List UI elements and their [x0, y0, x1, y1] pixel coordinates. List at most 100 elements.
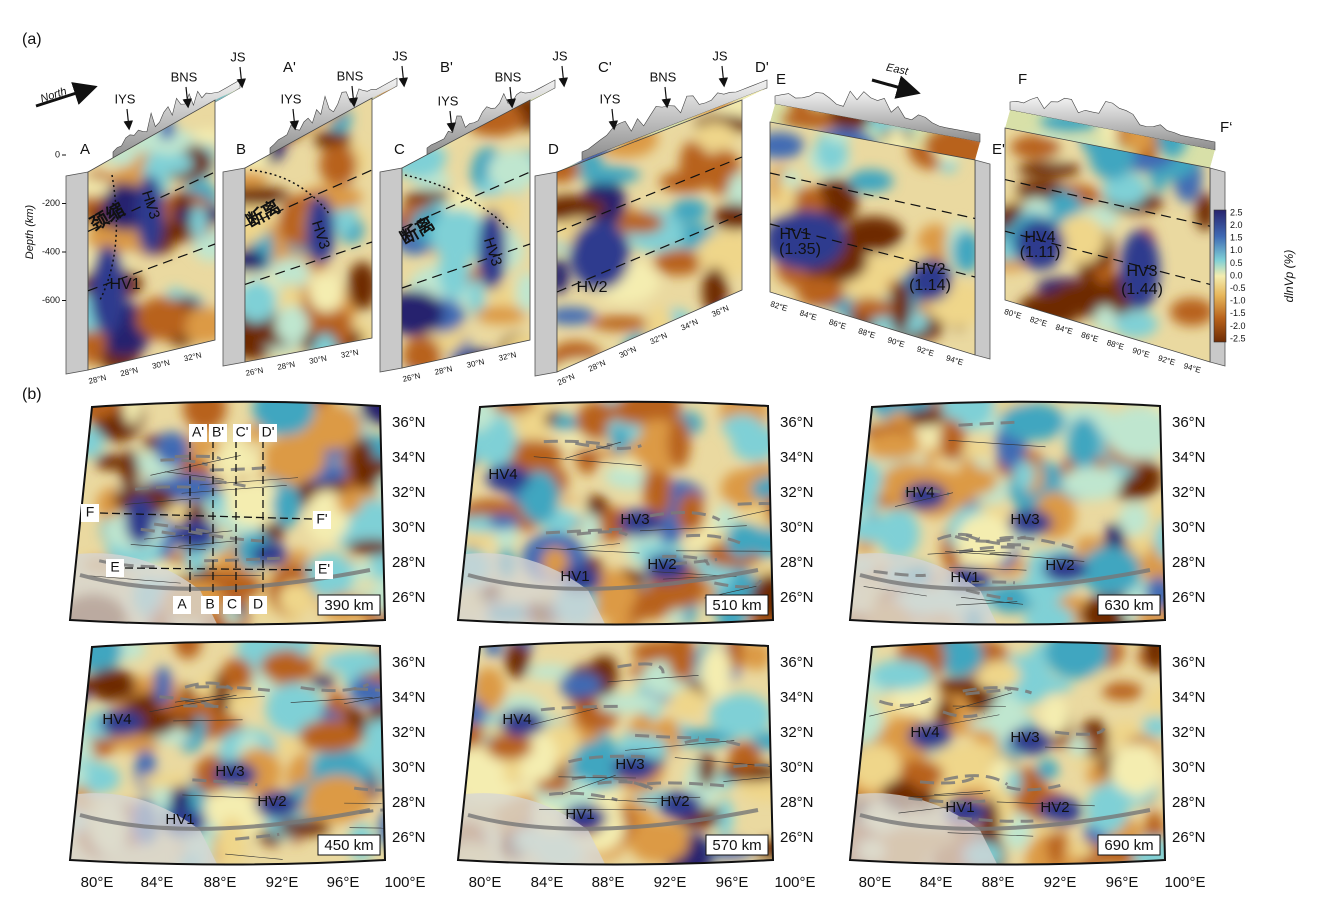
anomaly-blob — [593, 693, 661, 713]
fault-trace — [125, 497, 200, 505]
fault-line — [662, 554, 710, 566]
anomaly-blob — [694, 122, 737, 151]
section-tick-label: 90°E — [1131, 346, 1150, 360]
anomaly-blob — [770, 132, 805, 159]
suture-arrow — [718, 65, 729, 88]
hv-anomaly — [100, 709, 144, 737]
anomaly-blob — [716, 335, 742, 372]
colorbar-tick-label: 2.0 — [1230, 220, 1243, 230]
topography — [774, 90, 981, 143]
fault-line — [908, 796, 989, 804]
anomaly-blob — [430, 208, 488, 262]
fault-line — [943, 774, 1009, 786]
discontinuity-line — [1004, 179, 1211, 227]
anomaly-blob — [1036, 759, 1059, 780]
lon-tick-label: 96°E — [716, 874, 749, 891]
profile-label: D' — [262, 424, 275, 440]
anomaly-blob — [1094, 305, 1117, 333]
anomaly-label: HV1 — [950, 569, 979, 586]
tomography-field — [458, 641, 773, 865]
map-frame — [456, 400, 775, 626]
velocity-anomalies — [458, 641, 773, 865]
anomaly-blob — [402, 290, 444, 336]
fault-line — [646, 781, 727, 788]
discontinuity-line — [87, 171, 216, 232]
lat-tick-label: 26°N — [1172, 829, 1206, 846]
anomaly-label: HV3 — [620, 511, 649, 528]
anomaly-blob — [878, 508, 920, 559]
colorbar-tick-label: 1.5 — [1230, 233, 1243, 243]
anomaly-blob — [667, 417, 691, 469]
colorbar-tick-label: 2.5 — [1230, 207, 1243, 217]
tomography-field — [850, 401, 1165, 625]
anomaly-blob — [1055, 214, 1106, 265]
section-end-label: E' — [992, 141, 1005, 158]
anomaly-blob — [180, 306, 215, 344]
section-start-label: E — [776, 71, 786, 88]
suture-label: JS — [552, 48, 568, 63]
anomaly-blob — [999, 402, 1066, 442]
lat-tick-label: 30°N — [1172, 519, 1206, 536]
fault-line — [543, 439, 613, 447]
topography — [581, 79, 768, 161]
fault-trace — [945, 551, 1018, 557]
tomography-field — [1005, 128, 1210, 362]
anomaly-blob — [135, 297, 188, 341]
anomaly-blob — [1165, 110, 1215, 131]
lon-tick-label: 88°E — [204, 874, 237, 891]
colorbar-tick-label: 0.5 — [1230, 258, 1243, 268]
suture-arrow — [236, 66, 247, 89]
hv-anomaly — [90, 245, 126, 335]
anomaly-blob — [94, 454, 128, 471]
velocity-anomalies — [88, 100, 215, 370]
suture-arrow — [446, 110, 457, 133]
fault-line — [153, 522, 210, 534]
anomaly-blob — [657, 351, 717, 372]
fault-trace — [956, 549, 1012, 554]
hv-anomaly — [125, 495, 155, 545]
anomaly-blob — [296, 641, 313, 658]
anomaly-label: (1.35) — [779, 241, 821, 258]
fault-trace — [130, 544, 206, 551]
colorbar-tick-label: 1.0 — [1230, 245, 1243, 255]
tomography-field — [88, 100, 215, 370]
profile-line — [124, 567, 313, 571]
suture-arrow — [608, 108, 619, 131]
depth-box — [705, 594, 769, 616]
fault-trace — [863, 586, 927, 597]
anomaly-blob — [474, 305, 527, 325]
anomaly-blob — [402, 100, 415, 145]
section-tick-label: 32°N — [183, 350, 203, 363]
suture-label: BNS — [337, 68, 364, 83]
suture-band — [859, 808, 1151, 831]
anomaly-blob — [485, 732, 533, 760]
section-outline — [1004, 127, 1211, 363]
anomaly-blob — [659, 335, 725, 372]
fault-line — [540, 704, 620, 712]
fault-line — [873, 569, 926, 578]
discontinuity-line — [244, 169, 373, 227]
discontinuity-line — [769, 172, 976, 220]
lon-tick-label: 88°E — [982, 874, 1015, 891]
fault-line — [1006, 783, 1061, 792]
fault-trace — [89, 575, 181, 584]
anomaly-label: HV2 — [914, 261, 945, 278]
anomaly-blob — [1066, 416, 1101, 469]
anomaly-blob — [245, 279, 277, 323]
section-start-label: B — [236, 141, 246, 158]
section-tick-label: 86°E — [828, 317, 847, 331]
fault-line — [183, 704, 228, 710]
anomaly-blob — [535, 777, 573, 794]
fault-trace — [637, 796, 701, 800]
tomography-field — [70, 401, 385, 625]
anomaly-blob — [727, 641, 745, 670]
hv-anomaly — [1120, 230, 1160, 310]
fault-line — [545, 527, 623, 535]
anomaly-blob — [88, 668, 136, 703]
fault-line — [904, 489, 950, 496]
fault-line — [98, 559, 161, 569]
depth-box — [1097, 834, 1161, 856]
lat-tick-label: 32°N — [780, 724, 814, 741]
hv-anomaly — [1043, 555, 1087, 583]
